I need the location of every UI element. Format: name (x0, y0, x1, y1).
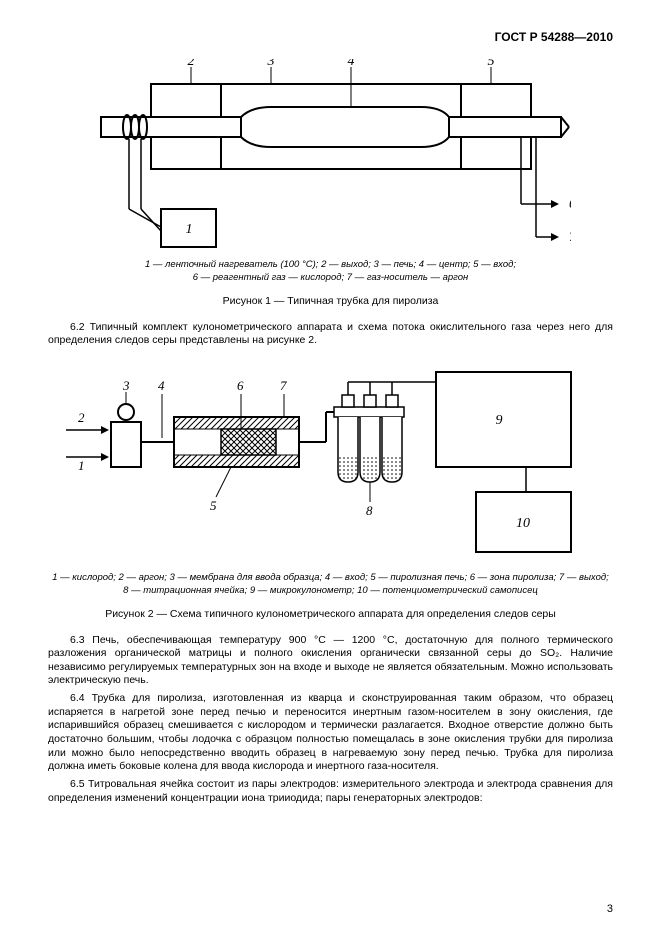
fig2-label-10: 10 (516, 516, 530, 531)
figure-2-caption: Рисунок 2 — Схема типичного кулонометрич… (48, 608, 613, 620)
figure-1: 2 3 4 5 1 6 7 (48, 59, 613, 249)
fig2-label-9: 9 (495, 413, 502, 428)
fig2-label-5: 5 (210, 498, 217, 513)
fig1-legend-line2: 6 — реагентный газ — кислород; 7 — газ-н… (193, 272, 469, 283)
figure-1-legend: 1 — ленточный нагреватель (100 °C); 2 — … (48, 259, 613, 285)
para-6-4: 6.4 Трубка для пиролиза, изготовленная и… (48, 692, 613, 774)
figure-2: 2 1 3 4 5 6 (48, 352, 613, 562)
fig2-label-8: 8 (366, 503, 373, 518)
fig2-legend-line1: 1 — кислород; 2 — аргон; 3 — мембрана дл… (52, 572, 609, 583)
page-number: 3 (607, 903, 613, 915)
figure-2-legend: 1 — кислород; 2 — аргон; 3 — мембрана дл… (48, 572, 613, 598)
fig1-label-6: 6 (569, 197, 571, 212)
fig2-label-6: 6 (237, 378, 244, 393)
fig2-label-7: 7 (280, 378, 287, 393)
fig2-legend-line2: 8 — титрационная ячейка; 9 — микрокулоно… (123, 585, 538, 596)
fig1-label-7: 7 (569, 230, 571, 245)
fig1-label-4: 4 (347, 59, 354, 69)
para-6-2: 6.2 Типичный комплект кулонометрического… (48, 321, 613, 348)
fig1-label-2: 2 (187, 59, 194, 69)
para-6-3: 6.3 Печь, обеспечивающая температуру 900… (48, 634, 613, 689)
fig2-label-2: 2 (78, 410, 85, 425)
fig2-label-4: 4 (158, 378, 165, 393)
document-header: ГОСТ Р 54288—2010 (48, 30, 613, 44)
para-6-5: 6.5 Титровальная ячейка состоит из пары … (48, 778, 613, 805)
figure-1-caption: Рисунок 1 — Типичная трубка для пиролиза (48, 295, 613, 307)
fig1-label-3: 3 (266, 59, 274, 69)
fig1-label-1: 1 (185, 222, 192, 237)
fig2-label-1: 1 (78, 458, 85, 473)
fig2-label-3: 3 (122, 378, 130, 393)
fig1-label-5: 5 (487, 59, 494, 69)
fig1-legend-line1: 1 — ленточный нагреватель (100 °C); 2 — … (145, 259, 516, 270)
